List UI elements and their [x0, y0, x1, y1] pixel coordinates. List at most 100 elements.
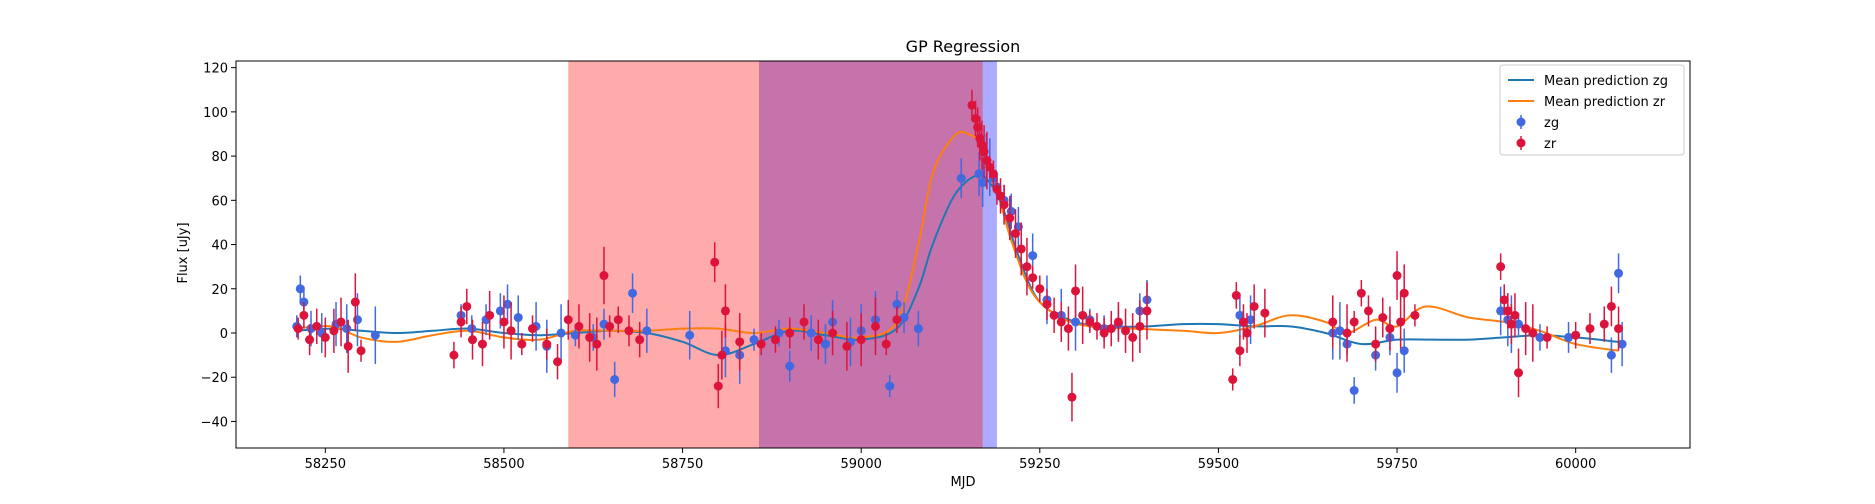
- data-point: [1503, 306, 1513, 316]
- data-point: [605, 321, 615, 331]
- data-point: [999, 200, 1009, 210]
- data-point: [342, 324, 352, 334]
- legend-label: Mean prediction zg: [1544, 74, 1668, 89]
- data-point: [585, 332, 595, 342]
- data-point: [1028, 273, 1038, 283]
- y-tick-label: −20: [201, 371, 228, 386]
- legend-label: zr: [1544, 137, 1557, 152]
- data-point: [856, 335, 866, 345]
- data-point: [1235, 346, 1245, 356]
- data-point: [1606, 350, 1616, 360]
- data-point: [1063, 324, 1073, 334]
- data-point: [913, 324, 923, 334]
- data-point: [1249, 301, 1259, 311]
- data-point: [1378, 313, 1388, 323]
- data-point: [1035, 284, 1045, 294]
- data-point: [1349, 386, 1359, 396]
- data-point: [556, 328, 566, 338]
- data-point: [1049, 310, 1059, 320]
- y-tick-label: 40: [211, 239, 228, 254]
- data-point: [956, 173, 966, 183]
- data-point: [1228, 374, 1238, 384]
- data-point: [892, 299, 902, 309]
- data-point: [710, 257, 720, 267]
- data-point: [992, 184, 1002, 194]
- data-point: [293, 324, 303, 334]
- data-point: [295, 284, 305, 294]
- data-point: [449, 350, 459, 360]
- y-tick-label: 100: [203, 106, 228, 121]
- y-tick-label: 0: [220, 327, 228, 342]
- data-point: [462, 301, 472, 311]
- data-point: [513, 313, 523, 323]
- data-point: [1528, 328, 1538, 338]
- data-point: [610, 374, 620, 384]
- data-point: [1399, 288, 1409, 298]
- data-point: [528, 324, 538, 334]
- data-point: [978, 178, 988, 188]
- data-point: [1071, 286, 1081, 296]
- data-point: [899, 313, 909, 323]
- legend-marker-swatch: [1516, 117, 1526, 127]
- data-point: [1499, 295, 1509, 305]
- data-point: [343, 341, 353, 351]
- chart-title: GP Regression: [906, 37, 1021, 56]
- data-point: [813, 335, 823, 345]
- data-point: [1514, 368, 1524, 378]
- data-point: [1521, 324, 1531, 334]
- data-point: [1356, 288, 1366, 298]
- data-point: [1392, 271, 1402, 281]
- data-point: [1231, 290, 1241, 300]
- data-point: [967, 100, 977, 110]
- data-point: [352, 315, 362, 325]
- data-point: [553, 357, 563, 367]
- data-point: [1542, 332, 1552, 342]
- data-point: [506, 326, 516, 336]
- data-point: [1011, 228, 1021, 238]
- data-point: [1614, 268, 1624, 278]
- data-point: [1614, 324, 1624, 334]
- legend-marker-swatch: [1516, 138, 1526, 148]
- data-point: [456, 317, 466, 327]
- data-point: [713, 381, 723, 391]
- data-point: [599, 271, 609, 281]
- series-zr: [293, 89, 1624, 422]
- data-point: [892, 315, 902, 325]
- data-point: [1235, 310, 1245, 320]
- legend-label: zg: [1544, 116, 1559, 131]
- data-point: [1246, 315, 1256, 325]
- data-point: [1099, 328, 1109, 338]
- data-point: [1371, 339, 1381, 349]
- data-point: [1121, 326, 1131, 336]
- data-point: [1617, 339, 1627, 349]
- data-point: [642, 326, 652, 336]
- data-point: [1022, 262, 1032, 272]
- data-point: [370, 330, 380, 340]
- data-point: [1514, 319, 1524, 329]
- data-point: [785, 361, 795, 371]
- shaded-regions: [568, 61, 997, 448]
- data-point: [570, 330, 580, 340]
- data-point: [1349, 317, 1359, 327]
- data-point: [820, 339, 830, 349]
- data-point: [717, 350, 727, 360]
- data-point: [563, 315, 573, 325]
- y-tick-label: 20: [211, 283, 228, 298]
- data-point: [1506, 319, 1516, 329]
- data-point: [1385, 324, 1395, 334]
- shaded-region-3: [759, 61, 983, 448]
- data-point: [320, 332, 330, 342]
- data-point: [749, 335, 759, 345]
- data-point: [799, 317, 809, 327]
- data-point: [1396, 317, 1406, 327]
- data-point: [356, 346, 366, 356]
- data-point: [971, 113, 981, 123]
- data-point: [1078, 310, 1088, 320]
- data-point: [1142, 306, 1152, 316]
- data-point: [1092, 321, 1102, 331]
- data-point: [973, 122, 983, 132]
- data-point: [592, 339, 602, 349]
- data-point: [720, 306, 730, 316]
- data-point: [613, 315, 623, 325]
